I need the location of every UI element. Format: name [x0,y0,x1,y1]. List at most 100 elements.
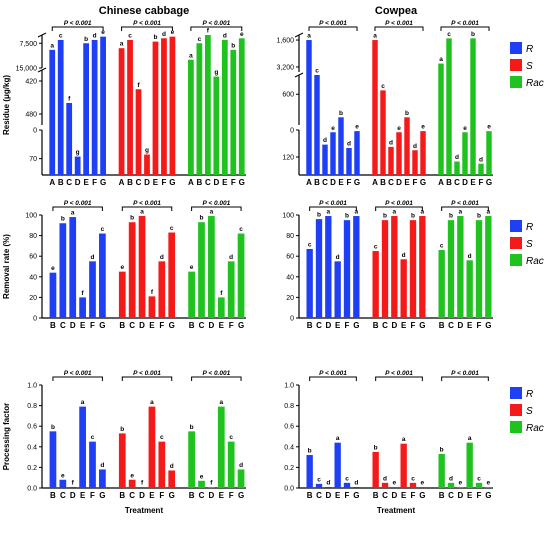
x-tick-label: D [396,178,402,187]
x-tick-label: D [391,491,397,500]
bar-S-E [400,443,407,488]
x-tick-label: E [404,178,410,187]
x-tick-label: E [222,178,228,187]
y-tick-label: 1,600 [276,38,294,45]
bar-R-F [343,220,351,318]
y-tick-label: 0.8 [27,403,37,410]
chart-residue-chinese-cabbage: 0 70 420 480 7,500 15,000 Residue (μg/kg) Chine… [2,5,246,187]
x-tick-label: G [353,491,359,500]
x-tick-label: A [372,178,378,187]
significance-bracket [121,206,173,211]
x-tick-label: C [388,178,394,187]
bar-Rac-B [438,454,445,488]
bar-R-G [354,131,360,175]
x-tick-label: C [316,321,322,330]
significance-letter: d [93,32,97,39]
bar-S-G [419,486,426,488]
legend-swatch-Rac [510,76,522,88]
bar-S-G [169,36,176,176]
bar-S-C [388,146,394,175]
y-axis-label: Residue (μg/kg) [2,75,11,135]
bar-Rac-F [227,441,235,488]
p-value-label: P < 0.001 [451,370,479,377]
bar-S-C [381,482,389,488]
bar-Rac-D [208,486,215,488]
x-tick-label: G [100,178,106,187]
bar-R-B [49,272,57,318]
bar-R-B [57,39,64,176]
bar-Rac-D [457,486,464,488]
p-value-label: P < 0.001 [385,20,413,27]
significance-letter: d [170,463,174,470]
legend-swatch-R [510,220,522,232]
significance-letter: f [141,479,144,486]
significance-letter: e [355,124,359,131]
significance-letter: c [447,31,451,38]
x-tick-label: D [325,321,331,330]
x-tick-label: G [420,178,426,187]
x-tick-label: E [401,491,407,500]
axis-break-mark [37,67,47,73]
x-tick-label: B [314,178,320,187]
x-tick-label: G [169,321,175,330]
significance-letter: a [439,56,443,63]
y-tick-label: 0 [290,316,294,323]
significance-letter: g [76,149,80,156]
significance-letter: c [381,83,385,90]
x-tick-label: E [80,321,86,330]
significance-letter: b [477,213,481,220]
x-tick-label: B [439,491,445,500]
x-tick-label: E [80,491,86,500]
x-tick-label: D [325,491,331,500]
significance-bracket [309,206,357,211]
significance-letter: d [323,137,327,144]
bar-R-F [89,441,96,488]
significance-letter: e [190,264,194,271]
significance-bracket [440,26,490,31]
y-tick-label: 0.4 [284,444,294,451]
x-axis-label: Treatment [125,506,164,515]
chart-removal-chinese-cabbage: 0 20 40 60 80 100 Removal rate (%) e Bb Ca Df Ed Fc G… [2,200,246,330]
x-tick-label: D [139,321,145,330]
bar-S-B [372,451,379,488]
axis-break-mark [294,32,304,38]
x-tick-label: B [446,178,452,187]
x-tick-label: G [238,321,244,330]
bar-Rac-C [198,222,205,318]
bar-Rac-A [438,63,444,175]
x-tick-label: E [335,491,341,500]
y-tick-label: 0.2 [27,465,37,472]
legend-label-R: R [526,44,533,55]
x-tick-label: F [477,321,482,330]
bar-Rac-E [466,260,473,318]
significance-letter: e [397,125,401,132]
x-tick-label: D [213,178,219,187]
bar-Rac-F [475,220,483,318]
y-tick-label: 600 [282,92,294,99]
bar-S-F [161,38,167,175]
x-tick-label: B [439,321,445,330]
x-tick-label: A [49,178,55,187]
significance-bracket [191,206,242,211]
significance-letter: c [411,475,415,482]
bar-R-G [100,36,106,176]
p-value-label: P < 0.001 [319,370,347,377]
bar-R-A [306,40,312,175]
x-tick-label: B [50,321,56,330]
significance-letter: a [421,209,425,216]
x-tick-label: B [307,491,313,500]
significance-letter: d [402,252,406,259]
significance-letter: d [354,479,358,486]
p-value-label: P < 0.001 [451,20,479,27]
x-tick-label: C [205,178,211,187]
significance-letter: d [479,156,483,163]
significance-letter: b [61,216,65,223]
bar-Rac-G [238,38,245,175]
significance-letter: d [389,139,393,146]
x-tick-label: B [127,178,133,187]
x-tick-label: C [129,491,135,500]
significance-letter: a [307,33,311,40]
bar-S-C [128,479,136,488]
bar-R-E [79,406,86,488]
